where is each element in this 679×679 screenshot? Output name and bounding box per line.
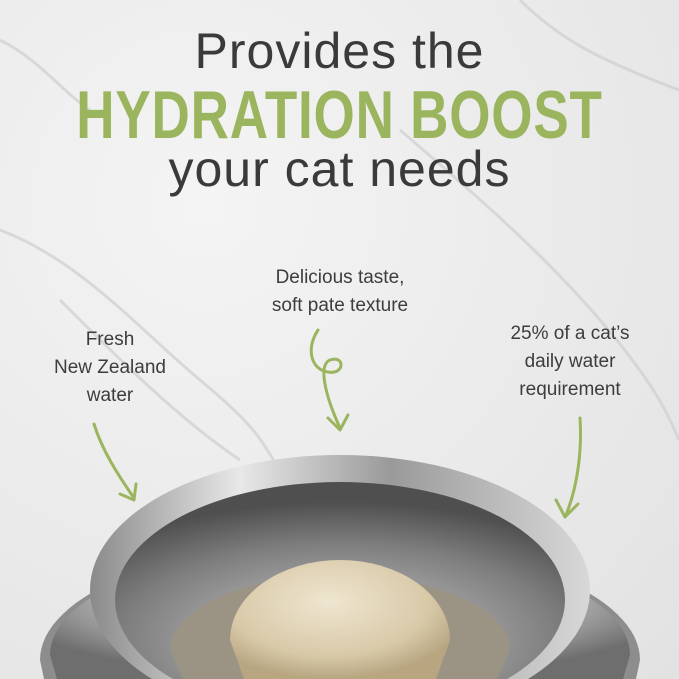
callout-text: soft pate texture xyxy=(271,295,409,316)
callout-text: daily water xyxy=(524,351,616,372)
arrows xyxy=(92,328,582,519)
callout-text: Delicious taste, xyxy=(275,267,405,288)
callout-water: Fresh New Zealand water xyxy=(30,326,190,410)
pate-food xyxy=(230,560,450,679)
marble-veins xyxy=(0,0,679,471)
arrow-left-icon xyxy=(92,422,138,502)
callout-text: requirement xyxy=(519,379,621,400)
arrow-center-loop-icon xyxy=(309,328,350,432)
arrow-right-icon xyxy=(554,416,582,519)
callout-text: New Zealand xyxy=(54,357,166,378)
headline-line3: your cat needs xyxy=(168,141,511,197)
metal-bowl xyxy=(40,455,640,679)
callout-text: water xyxy=(86,385,134,406)
callout-taste: Delicious taste, soft pate texture xyxy=(240,264,440,320)
callout-requirement: 25% of a cat’s daily water requirement xyxy=(470,320,670,404)
headline-line1: Provides the xyxy=(194,23,485,79)
callout-text: 25% of a cat’s xyxy=(510,323,630,344)
headline-hydration-boost: HYDRATION BOOST xyxy=(76,77,603,153)
callout-text: Fresh xyxy=(85,329,135,350)
